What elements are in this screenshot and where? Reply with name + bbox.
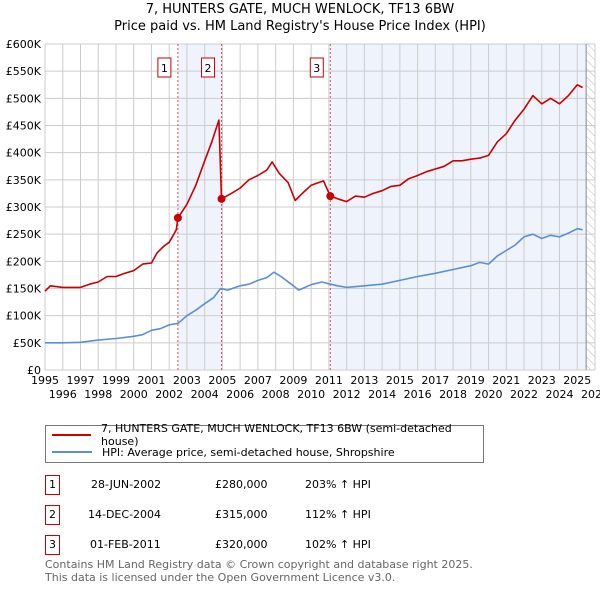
x-tick-label: 2007 bbox=[244, 374, 272, 387]
y-tick-label: £350K bbox=[6, 174, 42, 187]
x-tick-label: 2022 bbox=[510, 388, 538, 401]
legend-label: HPI: Average price, semi-detached house,… bbox=[102, 445, 395, 459]
x-tick-label: 2008 bbox=[262, 388, 290, 401]
sale-label-box bbox=[157, 57, 172, 78]
sale-date: 14-DEC-2004 bbox=[88, 508, 162, 521]
x-tick-label: 2006 bbox=[226, 388, 254, 401]
sale-row: 1 28-JUN-2002 £280,000 203% ↑ HPI bbox=[45, 475, 545, 495]
y-tick-label: £0 bbox=[27, 364, 41, 377]
sale-hpi: 203% ↑ HPI bbox=[305, 478, 371, 491]
x-tick-label: 2001 bbox=[137, 374, 165, 387]
series-line bbox=[44, 84, 583, 292]
x-tick-label: 2014 bbox=[368, 388, 396, 401]
sale-row: 2 14-DEC-2004 £315,000 112% ↑ HPI bbox=[45, 505, 545, 525]
y-tick-label: £200K bbox=[6, 255, 42, 268]
x-tick-label: 2000 bbox=[120, 388, 148, 401]
x-tick-label: 2003 bbox=[173, 374, 201, 387]
sale-label-box bbox=[201, 57, 216, 78]
sale-label: 2 bbox=[205, 62, 212, 75]
x-tick-label: 2005 bbox=[208, 374, 236, 387]
sale-price: £280,000 bbox=[215, 478, 268, 491]
sale-point bbox=[217, 194, 226, 203]
x-tick-label: 1998 bbox=[84, 388, 112, 401]
legend-item-property: 7, HUNTERS GATE, MUCH WENLOCK, TF13 6BW … bbox=[52, 422, 483, 448]
y-tick-label: £600K bbox=[6, 38, 42, 51]
legend: 7, HUNTERS GATE, MUCH WENLOCK, TF13 6BW … bbox=[45, 422, 484, 463]
x-tick-label: 2024 bbox=[546, 388, 574, 401]
x-tick-label: 2019 bbox=[457, 374, 485, 387]
x-tick-label: 2023 bbox=[528, 374, 556, 387]
y-tick-label: £400K bbox=[6, 147, 42, 160]
x-tick-label: 1996 bbox=[49, 388, 77, 401]
y-tick-label: £500K bbox=[6, 92, 42, 105]
x-tick-label: 2018 bbox=[439, 388, 467, 401]
sale-point bbox=[326, 192, 335, 201]
y-tick-label: £550K bbox=[6, 65, 42, 78]
sale-date: 01-FEB-2011 bbox=[90, 538, 161, 551]
sale-badge: 2 bbox=[45, 505, 60, 525]
sale-price: £320,000 bbox=[215, 538, 268, 551]
sale-price: £315,000 bbox=[215, 508, 268, 521]
y-tick-label: £250K bbox=[6, 228, 42, 241]
legend-item-hpi: HPI: Average price, semi-detached house,… bbox=[52, 444, 395, 460]
sale-badge: 1 bbox=[45, 475, 60, 495]
x-tick-label: 2004 bbox=[191, 388, 219, 401]
x-tick-label: 1997 bbox=[66, 374, 94, 387]
x-tick-label: 2012 bbox=[333, 388, 361, 401]
x-tick-label: 2013 bbox=[350, 374, 378, 387]
x-tick-label: 2011 bbox=[315, 374, 343, 387]
sale-hpi: 102% ↑ HPI bbox=[305, 538, 371, 551]
series-line bbox=[45, 227, 583, 344]
sale-label: 3 bbox=[313, 62, 320, 75]
x-tick-label: 2002 bbox=[155, 388, 183, 401]
y-tick-label: £150K bbox=[6, 283, 42, 296]
chart-title: 7, HUNTERS GATE, MUCH WENLOCK, TF13 6BW bbox=[145, 2, 455, 17]
x-tick-label: 2010 bbox=[297, 388, 325, 401]
y-tick-label: £450K bbox=[6, 120, 42, 133]
legend-label: 7, HUNTERS GATE, MUCH WENLOCK, TF13 6BW … bbox=[101, 422, 452, 448]
sale-label-box bbox=[309, 57, 324, 78]
price-chart: 1995199619971998199920002001200220032004… bbox=[6, 38, 600, 401]
sale-hpi: 112% ↑ HPI bbox=[305, 508, 371, 521]
sale-label: 1 bbox=[161, 62, 168, 75]
y-tick-label: £300K bbox=[6, 201, 42, 214]
x-tick-label: 1999 bbox=[102, 374, 130, 387]
y-tick-label: £100K bbox=[6, 310, 42, 323]
x-tick-label: 1995 bbox=[31, 374, 59, 387]
x-tick-label: 2009 bbox=[279, 374, 307, 387]
x-tick-label: 2026 bbox=[581, 388, 600, 401]
footer-licence: This data is licensed under the Open Gov… bbox=[45, 571, 396, 584]
y-tick-label: £50K bbox=[13, 337, 42, 350]
x-tick-label: 2016 bbox=[404, 388, 432, 401]
legend-swatch-blue bbox=[52, 451, 92, 453]
sale-date: 28-JUN-2002 bbox=[91, 478, 162, 491]
chart-subtitle: Price paid vs. HM Land Registry's House … bbox=[114, 19, 486, 34]
x-tick-label: 2021 bbox=[492, 374, 520, 387]
legend-swatch-red bbox=[52, 434, 92, 436]
footer-copyright: Contains HM Land Registry data © Crown c… bbox=[45, 558, 473, 571]
x-tick-label: 2025 bbox=[563, 374, 591, 387]
sale-row: 3 01-FEB-2011 £320,000 102% ↑ HPI bbox=[45, 535, 545, 555]
x-tick-label: 2015 bbox=[386, 374, 414, 387]
sale-badge: 3 bbox=[45, 535, 60, 555]
x-tick-label: 2017 bbox=[421, 374, 449, 387]
sale-point bbox=[173, 213, 182, 222]
x-tick-label: 2020 bbox=[475, 388, 503, 401]
